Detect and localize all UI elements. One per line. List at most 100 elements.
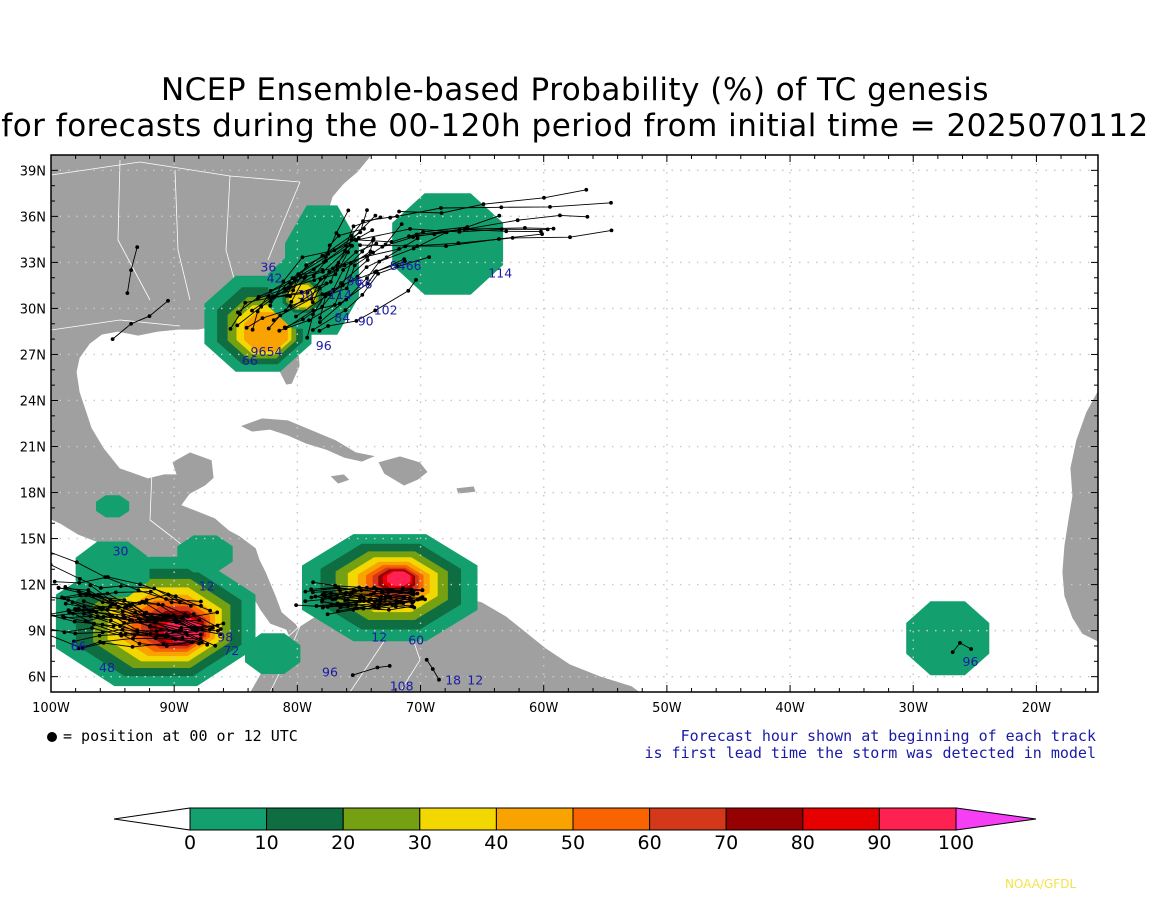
track-position-dot <box>609 200 613 205</box>
track-position-dot <box>371 603 375 608</box>
track-position-dot <box>122 615 127 620</box>
track-position-dot <box>216 629 220 633</box>
track-position-dot <box>161 641 166 646</box>
track-position-dot <box>310 300 315 305</box>
track-position-dot <box>354 250 358 254</box>
track-position-dot <box>76 646 81 651</box>
forecast-note-line-1: Forecast hour shown at beginning of each… <box>680 727 1096 745</box>
track-position-dot <box>177 600 182 605</box>
track-position-dot <box>313 594 318 599</box>
longitude-label: 30W <box>899 701 929 716</box>
forecast-hour-label: 98 <box>217 629 233 644</box>
track-position-dot <box>515 218 520 223</box>
title-line-2: for forecasts during the 00-120h period … <box>1 108 1149 144</box>
track-position-dot <box>325 612 330 617</box>
track-position-dot <box>497 213 502 218</box>
track-position-dot <box>38 611 42 615</box>
longitude-label: 70W <box>406 701 436 716</box>
track-position-dot <box>281 279 286 284</box>
track-position-dot <box>318 320 322 325</box>
track-position-dot <box>77 581 82 585</box>
track-position-dot <box>384 255 389 260</box>
track-position-dot <box>365 276 369 280</box>
title-line-1: NCEP Ensemble-based Probability (%) of T… <box>160 72 990 108</box>
colorbar-label: 30 <box>407 832 432 854</box>
track-position-dot <box>268 289 273 293</box>
forecast-hour-label: 12 <box>199 579 215 594</box>
latitude-label: 24N <box>20 394 46 409</box>
track-position-dot <box>344 286 349 291</box>
track-position-dot <box>210 626 215 630</box>
track-position-dot <box>129 268 134 272</box>
colorbar-label: 40 <box>484 832 509 854</box>
track-position-dot <box>352 263 357 268</box>
track-position-dot <box>205 642 210 647</box>
storm-track <box>65 601 186 615</box>
track-position-dot <box>86 590 91 595</box>
track-position-dot <box>324 281 329 286</box>
latitude-label: 21N <box>20 441 46 456</box>
track-position-dot <box>195 626 200 631</box>
track-position-dot <box>219 627 223 631</box>
track-position-dot <box>415 591 420 596</box>
track-position-dot <box>386 590 391 595</box>
track-position-dot <box>305 290 310 295</box>
track-position-dot <box>311 590 315 595</box>
storm-track <box>257 216 381 300</box>
track-position-dot <box>179 629 184 633</box>
track-position-dot <box>373 308 378 313</box>
track-position-dot <box>432 232 437 237</box>
storm-track <box>54 576 211 612</box>
forecast-hour-label: 114 <box>328 287 352 302</box>
forecast-hour-label: 48 <box>99 660 115 675</box>
track-position-dot <box>499 227 504 232</box>
track-position-dot <box>311 312 315 317</box>
track-position-dot <box>294 603 298 607</box>
track-position-dot <box>366 599 371 604</box>
track-position-dot <box>113 590 118 595</box>
track-position-dot <box>375 665 380 670</box>
track-position-dot <box>78 577 82 581</box>
track-position-dot <box>387 608 391 612</box>
track-position-dot <box>148 589 153 594</box>
track-position-dot <box>444 244 448 249</box>
storm-track <box>64 627 201 640</box>
track-position-dot <box>199 603 203 608</box>
track-position-dot <box>350 244 355 248</box>
forecast-hour-label: 42 <box>267 270 283 285</box>
track-position-dot <box>439 206 443 210</box>
track-position-dot <box>331 266 335 271</box>
track-position-dot <box>148 624 152 628</box>
track-position-dot <box>383 596 387 601</box>
track-position-dot <box>542 195 546 200</box>
track-position-dot <box>354 602 358 607</box>
track-position-dot <box>198 632 203 637</box>
colorbar-label: 20 <box>331 832 356 854</box>
longitude-label: 80W <box>283 701 313 716</box>
track-position-dot <box>368 249 373 254</box>
latitude-label: 30N <box>20 302 46 317</box>
latitude-label: 6N <box>28 671 46 686</box>
track-position-dot <box>584 187 589 192</box>
colorbar-segment <box>725 807 804 831</box>
latitude-label: 15N <box>20 533 46 548</box>
track-position-dot <box>63 601 68 606</box>
track-position-dot <box>358 230 363 235</box>
contour-east-atlantic-level-1 <box>906 601 990 676</box>
storm-track <box>61 592 194 633</box>
storm-track <box>285 260 406 329</box>
track-position-dot <box>403 259 407 264</box>
track-position-dot <box>291 288 296 293</box>
track-position-dot <box>74 560 79 565</box>
track-position-dot <box>100 622 105 627</box>
track-position-dot <box>374 241 379 246</box>
track-position-dot <box>361 219 365 224</box>
track-position-dot <box>268 295 273 300</box>
track-position-dot <box>342 263 347 268</box>
track-position-dot <box>334 231 339 236</box>
track-position-dot <box>111 624 116 628</box>
track-position-dot <box>540 232 544 237</box>
track-position-dot <box>370 228 375 233</box>
track-position-dot <box>378 215 383 220</box>
track-position-dot <box>81 599 86 604</box>
